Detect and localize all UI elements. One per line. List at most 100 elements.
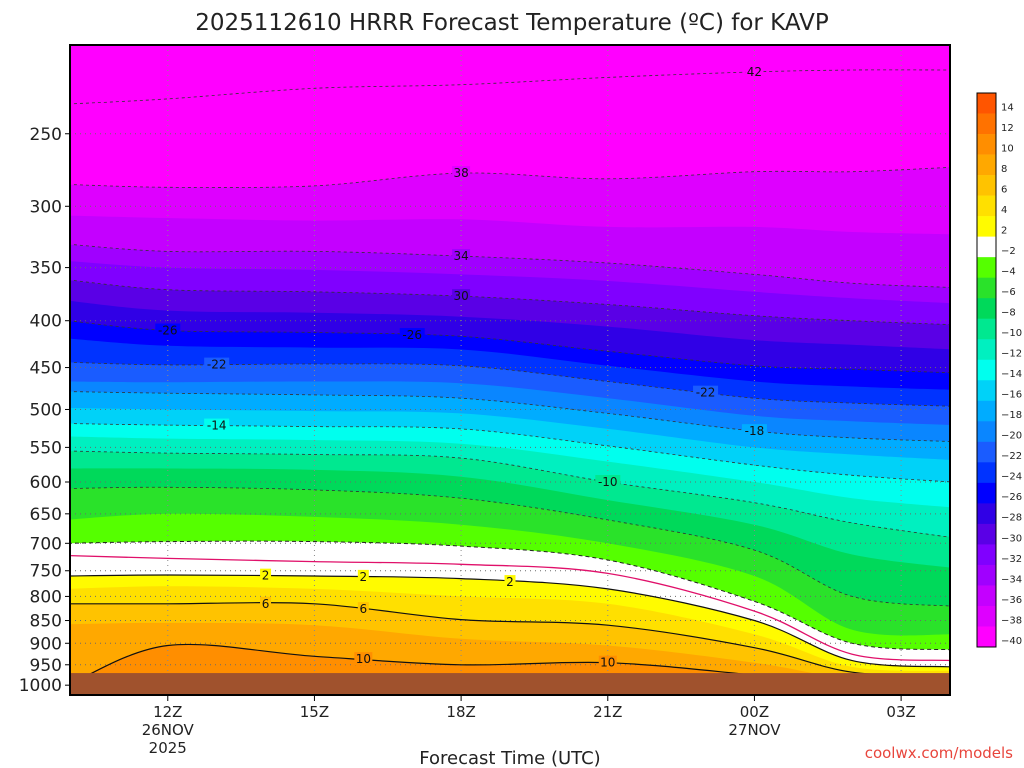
contour-label: 10 <box>600 656 615 670</box>
y-tick-label: 750 <box>30 562 62 582</box>
isotherm-0 <box>70 555 950 662</box>
contour-label: 6 <box>360 602 368 616</box>
contour-label: 2 <box>262 569 270 583</box>
isotherm--38 <box>70 166 950 188</box>
x-tick-year: 2025 <box>149 739 187 757</box>
colorbar-swatch <box>977 544 996 566</box>
colorbar-label: −30 <box>1001 533 1022 544</box>
contour-label: 30 <box>453 289 468 303</box>
y-tick-label: 350 <box>30 259 62 279</box>
contour-label: 2 <box>360 570 368 584</box>
y-tick-label: 450 <box>30 359 62 379</box>
colorbar-swatch <box>977 462 996 484</box>
y-tick-label: 300 <box>30 197 62 217</box>
colorbar-label: −38 <box>1001 615 1022 626</box>
colorbar-swatch <box>977 113 996 135</box>
x-tick-label: 15Z <box>300 703 329 721</box>
y-tick-label: 550 <box>30 438 62 458</box>
colorbar-swatch <box>977 523 996 545</box>
contour-label: -10 <box>598 475 618 489</box>
contour-label: -14 <box>207 419 227 433</box>
colorbar-swatch <box>977 195 996 217</box>
colorbar-swatch <box>977 359 996 381</box>
colorbar-swatch <box>977 380 996 402</box>
colorbar-label: 14 <box>1001 102 1014 113</box>
colorbar-label: 4 <box>1001 205 1007 216</box>
colorbar-label: −40 <box>1001 636 1022 647</box>
contour-label: 6 <box>262 597 270 611</box>
x-tick-label: 03Z <box>886 703 915 721</box>
colorbar-label: 2 <box>1001 225 1007 236</box>
colorbar-swatch <box>977 257 996 278</box>
colorbar-label: −10 <box>1001 328 1022 339</box>
colorbar-swatch <box>977 216 996 237</box>
contour-label-bg <box>204 357 230 371</box>
y-tick-label: 600 <box>30 473 62 493</box>
contour-label: -26 <box>402 328 422 342</box>
contour-label: 34 <box>453 249 468 263</box>
credit-link[interactable]: coolwx.com/models <box>865 744 1013 762</box>
colorbar-swatch <box>977 400 996 422</box>
contour-label-bg <box>357 569 369 583</box>
colorbar-label: −24 <box>1001 472 1022 483</box>
y-tick-label: 500 <box>30 400 62 420</box>
isotherm--22 <box>70 361 950 407</box>
x-tick-label: 18Z <box>446 703 475 721</box>
contour-label: -22 <box>696 386 716 400</box>
chart-title: 2025112610 HRRR Forecast Temperature (ºC… <box>195 10 829 36</box>
colorbar-label: 12 <box>1001 123 1014 134</box>
colorbar-swatch <box>977 585 996 607</box>
contour-label: -26 <box>158 324 178 338</box>
isotherm--30 <box>70 279 950 326</box>
colorbar-swatch <box>977 503 996 525</box>
plot-area: 38 34 30 42 -26 -26 -22 -22 -14 -18 -10 6 2 2 2 6 10 10 <box>70 45 950 695</box>
y-tick-label: 800 <box>30 587 62 607</box>
temperature-fill-bands <box>70 69 950 695</box>
plot-frame <box>69 44 951 696</box>
isotherm--18 <box>70 391 950 442</box>
contour-label: 2 <box>506 575 514 589</box>
x-tick-label: 00Z <box>740 703 769 721</box>
colorbar-swatch <box>977 605 996 627</box>
colorbar-swatch <box>977 154 996 176</box>
y-tick-label: 400 <box>30 312 62 332</box>
colorbar-frame <box>976 92 997 648</box>
colorbar-label: −14 <box>1001 369 1022 380</box>
contour-label-bg <box>452 289 471 303</box>
colorbar-swatch <box>977 318 996 340</box>
contour-label-bg <box>595 474 621 488</box>
contour-label-bg <box>260 596 272 610</box>
colorbar-label: −8 <box>1001 308 1016 319</box>
colorbar-swatch <box>977 298 996 320</box>
y-tick-label: 1000 <box>19 676 62 696</box>
isotherm--26 <box>70 320 950 374</box>
x-tick-label: 21Z <box>593 703 622 721</box>
contour-label-bg <box>204 418 230 432</box>
colorbar-label: −34 <box>1001 574 1022 585</box>
contour-label-bg <box>399 328 425 342</box>
y-tick-label: 250 <box>30 125 62 145</box>
colorbar-label: −4 <box>1001 267 1016 278</box>
colorbar-label: 8 <box>1001 164 1007 175</box>
y-tick-label: 850 <box>30 612 62 632</box>
isotherm-6 <box>70 602 950 676</box>
colorbar-swatch <box>977 564 996 586</box>
y-tick-label: 650 <box>30 505 62 525</box>
colorbar-swatch <box>977 175 996 196</box>
y-tick-label: 950 <box>30 656 62 676</box>
colorbar-label: −26 <box>1001 492 1022 503</box>
colorbar-swatch <box>977 277 996 299</box>
colorbar-swatch <box>977 134 996 155</box>
colorbar-label: −2 <box>1001 246 1016 257</box>
colorbar-swatch <box>977 93 996 114</box>
contour-label-bg <box>354 652 373 666</box>
contour-label: -18 <box>745 424 765 438</box>
colorbar-label: −22 <box>1001 451 1022 462</box>
contour-label: 42 <box>747 65 762 79</box>
colorbar-swatch <box>977 482 996 504</box>
colorbar-swatch <box>977 421 996 443</box>
x-tick-date: 27NOV <box>728 721 781 739</box>
y-tick-label: 700 <box>30 534 62 554</box>
